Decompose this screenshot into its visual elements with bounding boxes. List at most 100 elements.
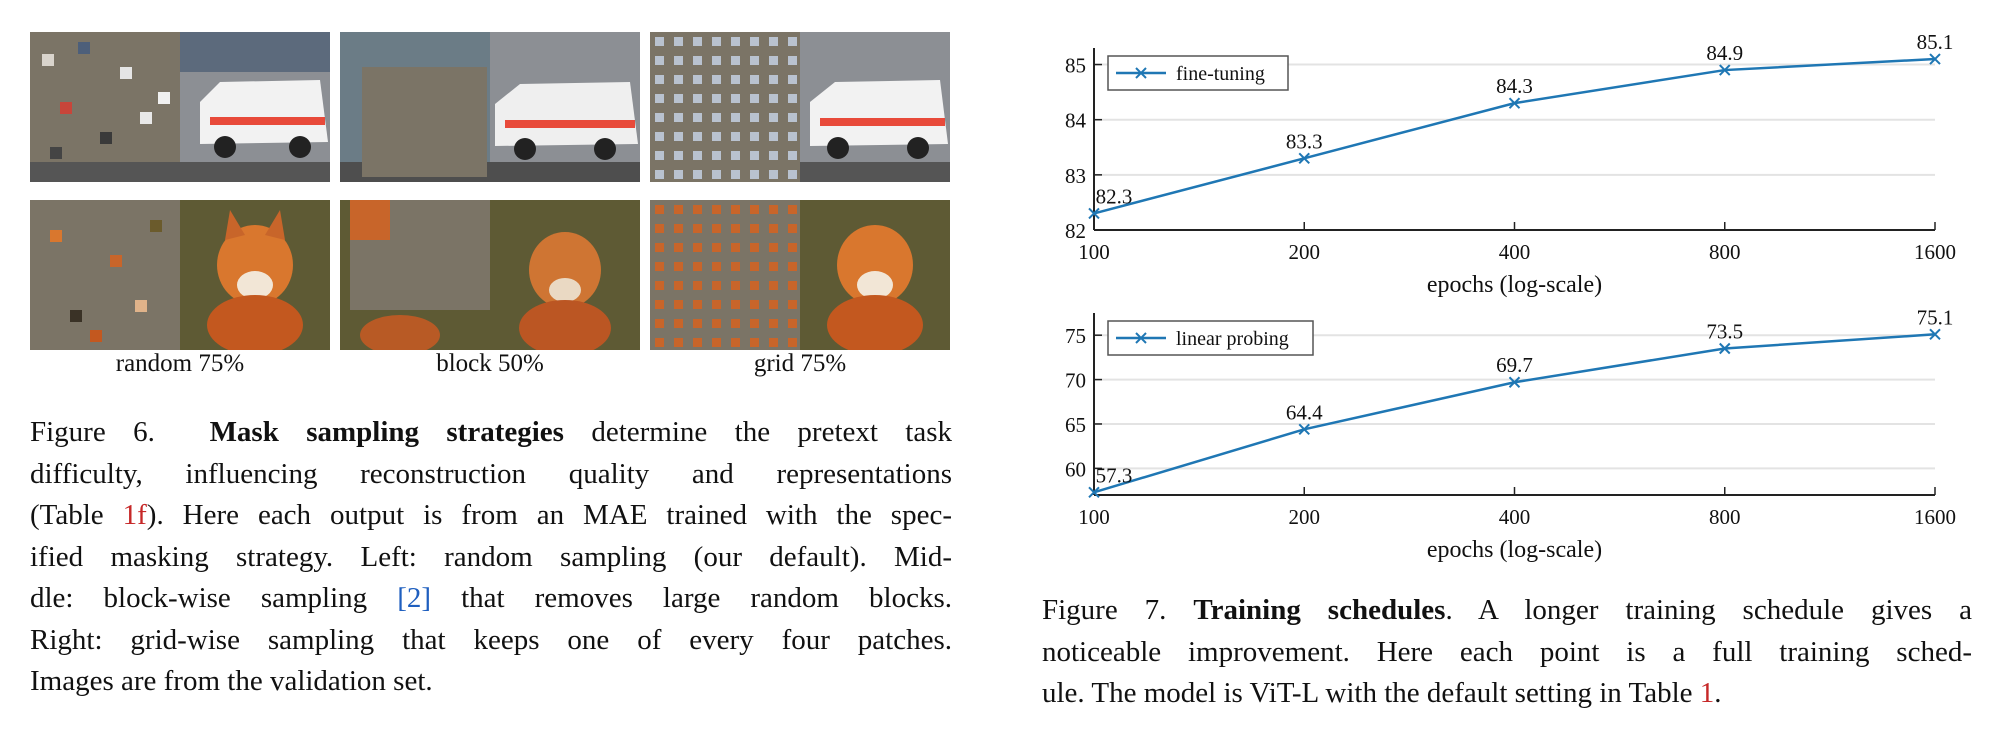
data-label: 83.3	[1286, 129, 1323, 153]
caption-text: determine the pretext task	[591, 416, 953, 448]
marker-stroke	[1929, 328, 1941, 341]
x-tick-label: 100	[1078, 505, 1110, 529]
y-tick-label: 70	[1065, 369, 1086, 393]
caption-text: .	[1714, 677, 1722, 709]
data-label: 82.3	[1096, 184, 1133, 208]
data-label: 84.9	[1706, 41, 1743, 65]
table-ref-link[interactable]: 1f	[122, 499, 147, 531]
linear-probing-chart: 60 65 70 75 100 200 400 800 1600 epochs (log-scal…	[1030, 305, 2000, 580]
data-label: 85.1	[1917, 30, 1954, 54]
fox-random-75-graphic	[30, 200, 330, 350]
data-point	[1508, 376, 1521, 388]
caption-line: ified masking strategy. Left: random sam…	[30, 540, 952, 573]
marker-stroke	[1719, 64, 1731, 76]
data-point	[1508, 97, 1521, 109]
y-tick-label: 84	[1065, 109, 1087, 133]
caption-text: . A longer training schedule gives a	[1445, 594, 1973, 626]
data-point	[1929, 53, 1941, 65]
marker-stroke	[1298, 423, 1310, 436]
data-label: 64.4	[1286, 400, 1323, 424]
van-grid-75-graphic	[650, 32, 950, 182]
data-label: 57.3	[1096, 463, 1133, 487]
data-point	[1719, 342, 1731, 355]
citation-link[interactable]: [2]	[397, 582, 432, 614]
caption-line: difficulty, influencing reconstruction q…	[30, 457, 952, 490]
legend-marker	[1135, 332, 1147, 344]
x-tick-label: 400	[1499, 505, 1531, 529]
fox-block-50-image	[340, 200, 640, 350]
linear-probing-chart-svg: 60 65 70 75 100 200 400 800 1600 epochs (log-scal…	[1065, 305, 1956, 563]
marker-stroke	[1508, 97, 1521, 109]
marker-stroke	[1088, 486, 1100, 499]
fox-random-75-image	[30, 200, 330, 350]
data-label: 84.3	[1496, 74, 1533, 98]
van-random-75-graphic	[30, 32, 330, 182]
caption-line: Right: grid-wise sampling that keeps one…	[30, 623, 952, 656]
figure-6-label: Figure 6.	[30, 416, 155, 448]
x-tick-label: 100	[1078, 240, 1110, 264]
x-tick-label: 1600	[1914, 240, 1956, 264]
caption-line: ule. The model is ViT-L with the default…	[1042, 673, 1972, 715]
caption-text: ule. The model is ViT-L with the default…	[1042, 677, 1700, 709]
x-tick-label: 400	[1499, 240, 1531, 264]
caption-text: (Table	[30, 499, 123, 531]
x-tick-label: 1600	[1914, 505, 1956, 529]
data-point	[1088, 207, 1100, 220]
marker-stroke	[1508, 376, 1521, 388]
y-tick-label: 75	[1065, 324, 1086, 348]
y-tick-label: 60	[1065, 457, 1086, 481]
caption-line: Images are from the validation set.	[30, 665, 433, 697]
figure-7-bold-title: Training schedules	[1193, 594, 1446, 626]
label-grid-75: grid 75%	[753, 350, 847, 377]
data-label: 69.7	[1496, 353, 1533, 377]
van-block-50-graphic	[340, 32, 640, 182]
van-grid-75-image	[650, 32, 950, 182]
data-point	[1929, 328, 1941, 341]
caption-text: that removes large random blocks.	[431, 582, 953, 614]
label-block-50: block 50%	[436, 350, 544, 377]
data-point	[1298, 152, 1310, 165]
figure-7-label: Figure 7.	[1042, 594, 1167, 626]
fox-grid-75-image	[650, 200, 950, 350]
figure-6-bold-title: Mask sampling strategies	[209, 416, 564, 448]
legend-label: linear probing	[1176, 328, 1289, 350]
caption-text: ). Here each output is from an MAE train…	[146, 499, 952, 531]
x-tick-label: 200	[1289, 505, 1321, 529]
legend-label: fine-tuning	[1176, 63, 1265, 85]
caption-text: dle: block-wise sampling	[30, 582, 398, 614]
x-tick-label: 200	[1289, 240, 1321, 264]
caption-line: Figure 6. Mask sampling strategies deter…	[30, 412, 952, 454]
van-random-75-image	[30, 32, 330, 182]
caption-line: Figure 7. Training schedules. A longer t…	[1042, 590, 1972, 632]
y-tick-label: 65	[1065, 413, 1086, 437]
x-axis-label: epochs (log-scale)	[1427, 272, 1602, 298]
legend: linear probing	[1107, 320, 1314, 356]
data-label: 73.5	[1706, 320, 1743, 344]
van-block-50-image	[340, 32, 640, 182]
data-point	[1298, 423, 1310, 436]
y-tick-label: 83	[1065, 164, 1086, 188]
label-random-75: random 75%	[115, 350, 245, 377]
marker-stroke	[1088, 207, 1100, 220]
data-point	[1719, 64, 1731, 76]
legend-marker	[1135, 67, 1147, 79]
figure-6: random 75% block 50% grid 75% Figure 6. …	[0, 0, 980, 734]
caption-line: (Table 1f). Here each output is from an …	[30, 495, 952, 537]
fine-tuning-chart-svg: 82 83 84 85 100 200 400 800 1600 epochs (log-scal…	[1065, 30, 1956, 298]
table-ref-link[interactable]: 1	[1699, 677, 1715, 709]
marker-stroke	[1298, 152, 1310, 165]
fox-grid-75-graphic	[650, 200, 950, 350]
y-tick-label: 82	[1065, 219, 1086, 243]
caption-line: dle: block-wise sampling [2] that remove…	[30, 578, 952, 620]
fox-block-50-graphic	[340, 200, 640, 350]
data-point	[1088, 486, 1100, 499]
marker-stroke	[1719, 342, 1731, 355]
caption-line: noticeable improvement. Here each point …	[1042, 635, 1972, 668]
figure-7: 82 83 84 85 100 200 400 800 1600 epochs (log-scal…	[1030, 0, 2000, 734]
data-label: 75.1	[1917, 305, 1954, 329]
fine-tuning-chart: 82 83 84 85 100 200 400 800 1600 epochs (log-scal…	[1030, 0, 2000, 310]
figure-6-caption: Figure 6. Mask sampling strategies deter…	[30, 412, 952, 703]
y-tick-label: 85	[1065, 54, 1086, 78]
x-tick-label: 800	[1709, 505, 1741, 529]
figure-7-caption: Figure 7. Training schedules. A longer t…	[1042, 590, 1972, 715]
